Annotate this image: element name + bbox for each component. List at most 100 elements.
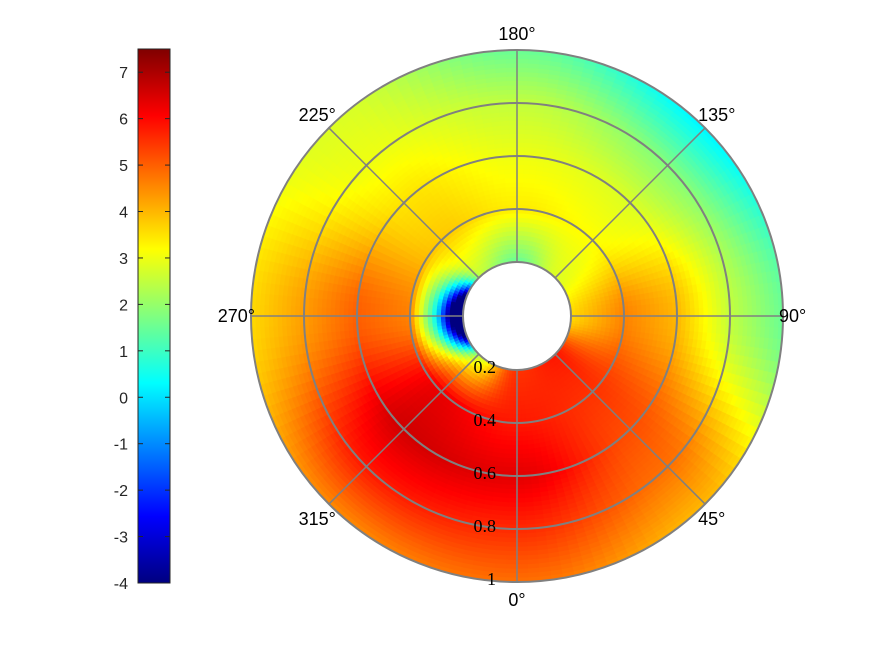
heat-cell	[496, 169, 505, 176]
heat-cell	[649, 296, 655, 305]
heat-cell	[535, 455, 544, 463]
heat-cell	[365, 316, 371, 324]
heat-cell	[457, 335, 464, 341]
heat-cell	[583, 318, 590, 323]
heat-cell	[508, 413, 514, 420]
heat-cell	[631, 299, 638, 306]
colorbar-tick-label: 4	[119, 205, 128, 222]
heat-cell	[362, 335, 369, 345]
heat-cell	[714, 358, 722, 371]
heat-cell	[453, 118, 466, 127]
heat-cell	[510, 387, 515, 393]
heat-cell	[698, 322, 704, 333]
heat-cell	[503, 413, 510, 419]
heat-cell	[652, 289, 659, 298]
heat-cell	[316, 298, 323, 310]
heat-cell	[491, 505, 503, 512]
heat-cell	[632, 309, 638, 316]
heat-cell	[453, 307, 460, 312]
heat-cell	[400, 305, 407, 313]
heat-cell	[520, 391, 525, 398]
heat-cell	[689, 322, 696, 332]
heat-cell	[608, 331, 615, 338]
heat-cell	[523, 466, 532, 473]
heat-cell	[351, 316, 358, 325]
heat-cell	[446, 249, 454, 257]
heat-cell	[509, 489, 519, 495]
heat-cell	[508, 150, 517, 157]
heat-cell	[510, 186, 517, 192]
heat-cell	[644, 297, 651, 305]
heat-cell	[445, 303, 451, 308]
heat-cell	[397, 295, 403, 302]
heat-cell	[712, 305, 718, 316]
heat-cell	[714, 287, 721, 299]
heat-cell	[523, 137, 533, 144]
heat-cell	[524, 488, 535, 495]
heat-cell	[379, 333, 386, 342]
heat-cell	[457, 316, 464, 320]
heat-cell	[502, 479, 512, 486]
heat-cell	[682, 359, 690, 370]
heat-cell	[580, 131, 592, 140]
heat-cell	[332, 241, 341, 253]
heat-cell	[517, 374, 521, 380]
heat-cell	[453, 487, 464, 495]
heat-cell	[505, 444, 513, 451]
heat-cell	[573, 243, 581, 251]
heat-cell	[662, 327, 669, 336]
heat-cell	[339, 331, 346, 341]
heat-cell	[524, 484, 534, 490]
heat-cell	[499, 443, 507, 450]
heat-cell	[627, 299, 633, 307]
heat-cell	[347, 323, 354, 333]
heat-cell	[401, 295, 408, 303]
heat-cell	[512, 221, 517, 227]
heat-cell	[522, 440, 530, 446]
heat-cell	[494, 483, 504, 490]
heat-cell	[499, 129, 510, 135]
heat-cell	[658, 320, 665, 329]
heat-cell	[338, 300, 345, 310]
heat-cell	[685, 299, 691, 309]
heat-cell	[334, 292, 341, 303]
heat-cell	[521, 181, 529, 188]
heat-cell	[692, 370, 701, 382]
heat-cell	[522, 164, 531, 170]
heat-cell	[495, 434, 503, 441]
heat-cell	[520, 199, 528, 206]
heat-cell	[571, 293, 578, 299]
heat-cell	[696, 371, 705, 384]
heat-cell	[507, 382, 512, 389]
heat-cell	[688, 369, 696, 380]
heat-cell	[519, 239, 524, 245]
heat-cell	[588, 318, 594, 323]
heat-cell	[400, 320, 407, 328]
heat-cell	[665, 334, 673, 344]
heat-cell	[697, 381, 706, 393]
heat-cell	[323, 366, 332, 378]
heat-cell	[527, 439, 536, 446]
heat-cell	[536, 369, 542, 376]
heat-cell	[517, 378, 521, 384]
heat-cell	[325, 374, 335, 387]
heat-cell	[583, 309, 590, 314]
heat-cell	[614, 306, 621, 312]
heat-cell	[652, 332, 659, 341]
heat-cell	[379, 291, 386, 300]
heat-cell	[698, 390, 707, 403]
heat-cell	[566, 497, 578, 506]
heat-cell	[321, 316, 327, 327]
heat-cell	[532, 487, 542, 494]
heat-cell	[627, 324, 634, 332]
heat-cell	[427, 300, 434, 306]
heat-cell	[506, 120, 517, 126]
heat-cell	[698, 298, 704, 309]
heat-cell	[505, 440, 513, 446]
heat-cell	[630, 335, 637, 343]
heat-cell	[494, 438, 502, 445]
heat-cell	[610, 319, 616, 325]
heat-cell	[610, 310, 616, 316]
heat-cell	[316, 316, 322, 327]
